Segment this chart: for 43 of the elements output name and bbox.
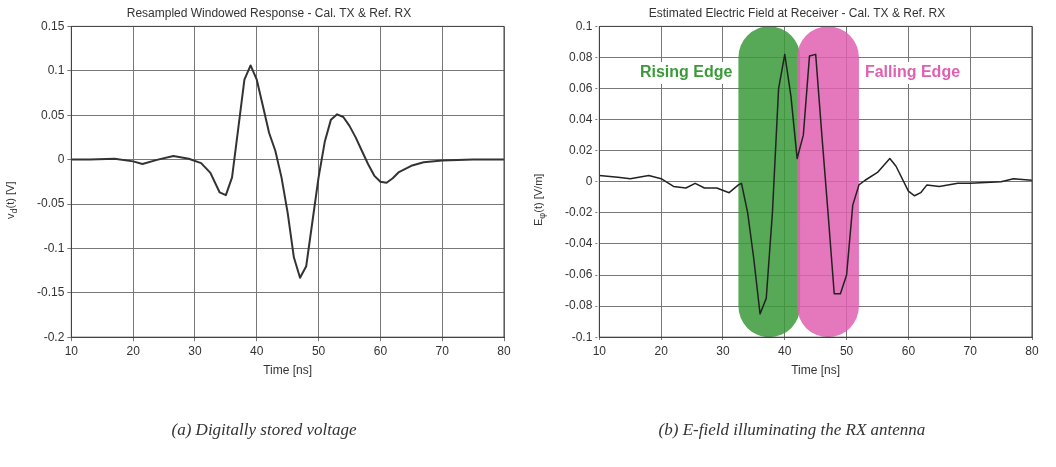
- x-tick-label: 60: [901, 343, 916, 358]
- y-tick-label: -0.08: [564, 298, 593, 313]
- x-axis-title: Time [ns]: [791, 363, 841, 378]
- x-tick-label: 60: [373, 343, 388, 358]
- y-tick-label: 0.1: [575, 18, 593, 33]
- x-tick-label: 70: [963, 343, 978, 358]
- text: (b) E-field illuminating the RX antenna: [657, 420, 927, 440]
- x-tick-label: 80: [497, 343, 511, 358]
- x-tick-label: 30: [716, 343, 730, 358]
- y-tick-label: 0.08: [568, 49, 593, 64]
- x-tick-label: 20: [654, 343, 669, 358]
- y-tick-label: -0.05: [36, 196, 65, 211]
- x-tick-label: 40: [250, 343, 264, 358]
- x-tick-label: 10: [64, 343, 79, 358]
- x-tick-label: 70: [435, 343, 450, 358]
- y-tick-label: 0.15: [40, 18, 65, 33]
- y-tick-label: -0.02: [564, 205, 593, 220]
- y-tick-label: -0.1: [571, 329, 593, 344]
- y-tick-label: -0.2: [43, 329, 65, 344]
- y-tick-label: 0.05: [40, 107, 65, 122]
- chart-title: Estimated Electric Field at Receiver - Cal. TX & Ref. RX: [648, 5, 946, 20]
- x-tick-label: 20: [126, 343, 141, 358]
- y-tick-label: -0.15: [36, 285, 65, 300]
- y-tick-label: 0: [585, 174, 593, 189]
- y-tick-label: 0.1: [47, 63, 65, 78]
- x-tick-label: 50: [839, 343, 854, 358]
- y-tick-label: -0.1: [43, 240, 65, 255]
- y-tick-label: -0.04: [564, 236, 593, 251]
- chart-title: Resampled Windowed Response - Cal. TX & Ref. RX: [126, 5, 412, 20]
- y-tick-label: 0.02: [568, 143, 593, 158]
- x-tick-label: 40: [778, 343, 792, 358]
- y-tick-label: -0.06: [564, 267, 593, 282]
- y-tick-label: 0.06: [568, 80, 593, 95]
- x-tick-label: 10: [592, 343, 607, 358]
- y-tick-label: 0: [57, 151, 65, 166]
- x-tick-label: 80: [1025, 343, 1039, 358]
- band-label: Rising Edge: [639, 63, 733, 81]
- x-tick-label: 30: [188, 343, 202, 358]
- band-label: Falling Edge: [864, 63, 961, 81]
- y-tick-label: 0.04: [568, 111, 593, 126]
- text: (a) Digitally stored voltage: [170, 420, 358, 440]
- x-axis-title: Time [ns]: [263, 363, 313, 378]
- x-tick-label: 50: [311, 343, 326, 358]
